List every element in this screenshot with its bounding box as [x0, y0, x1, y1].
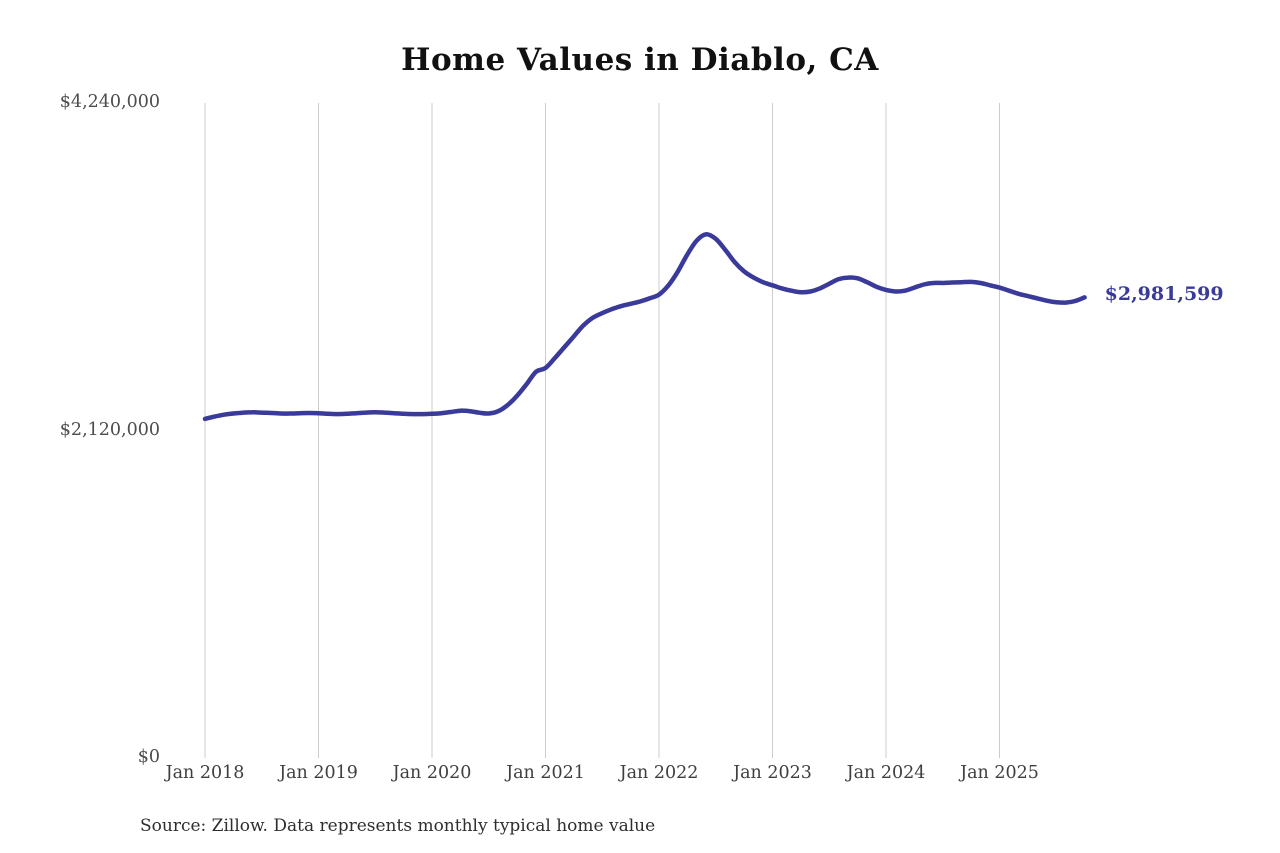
x-tick-label: Jan 2022 [619, 763, 699, 783]
source-note: Source: Zillow. Data represents monthly … [140, 816, 656, 836]
latest-value-label: $2,981,599 [1104, 283, 1224, 306]
y-tick-label: $0 [137, 747, 160, 767]
x-tick-label: Jan 2024 [846, 763, 926, 783]
y-tick-label: $4,240,000 [59, 92, 160, 112]
home-value-line [202, 232, 1087, 422]
chart-title: Home Values in Diablo, CA [401, 42, 879, 78]
y-tick-label: $2,120,000 [59, 419, 160, 440]
x-tick-label: Jan 2020 [392, 763, 472, 783]
home-value-series-path [202, 232, 1087, 422]
x-tick-label: Jan 2018 [165, 763, 245, 783]
x-tick-label: Jan 2023 [733, 763, 812, 783]
x-tick-label: Jan 2019 [279, 763, 358, 783]
x-tick-label: Jan 2025 [960, 763, 1039, 783]
x-tick-label: Jan 2021 [506, 763, 585, 783]
year-gridlines [204, 103, 1000, 758]
